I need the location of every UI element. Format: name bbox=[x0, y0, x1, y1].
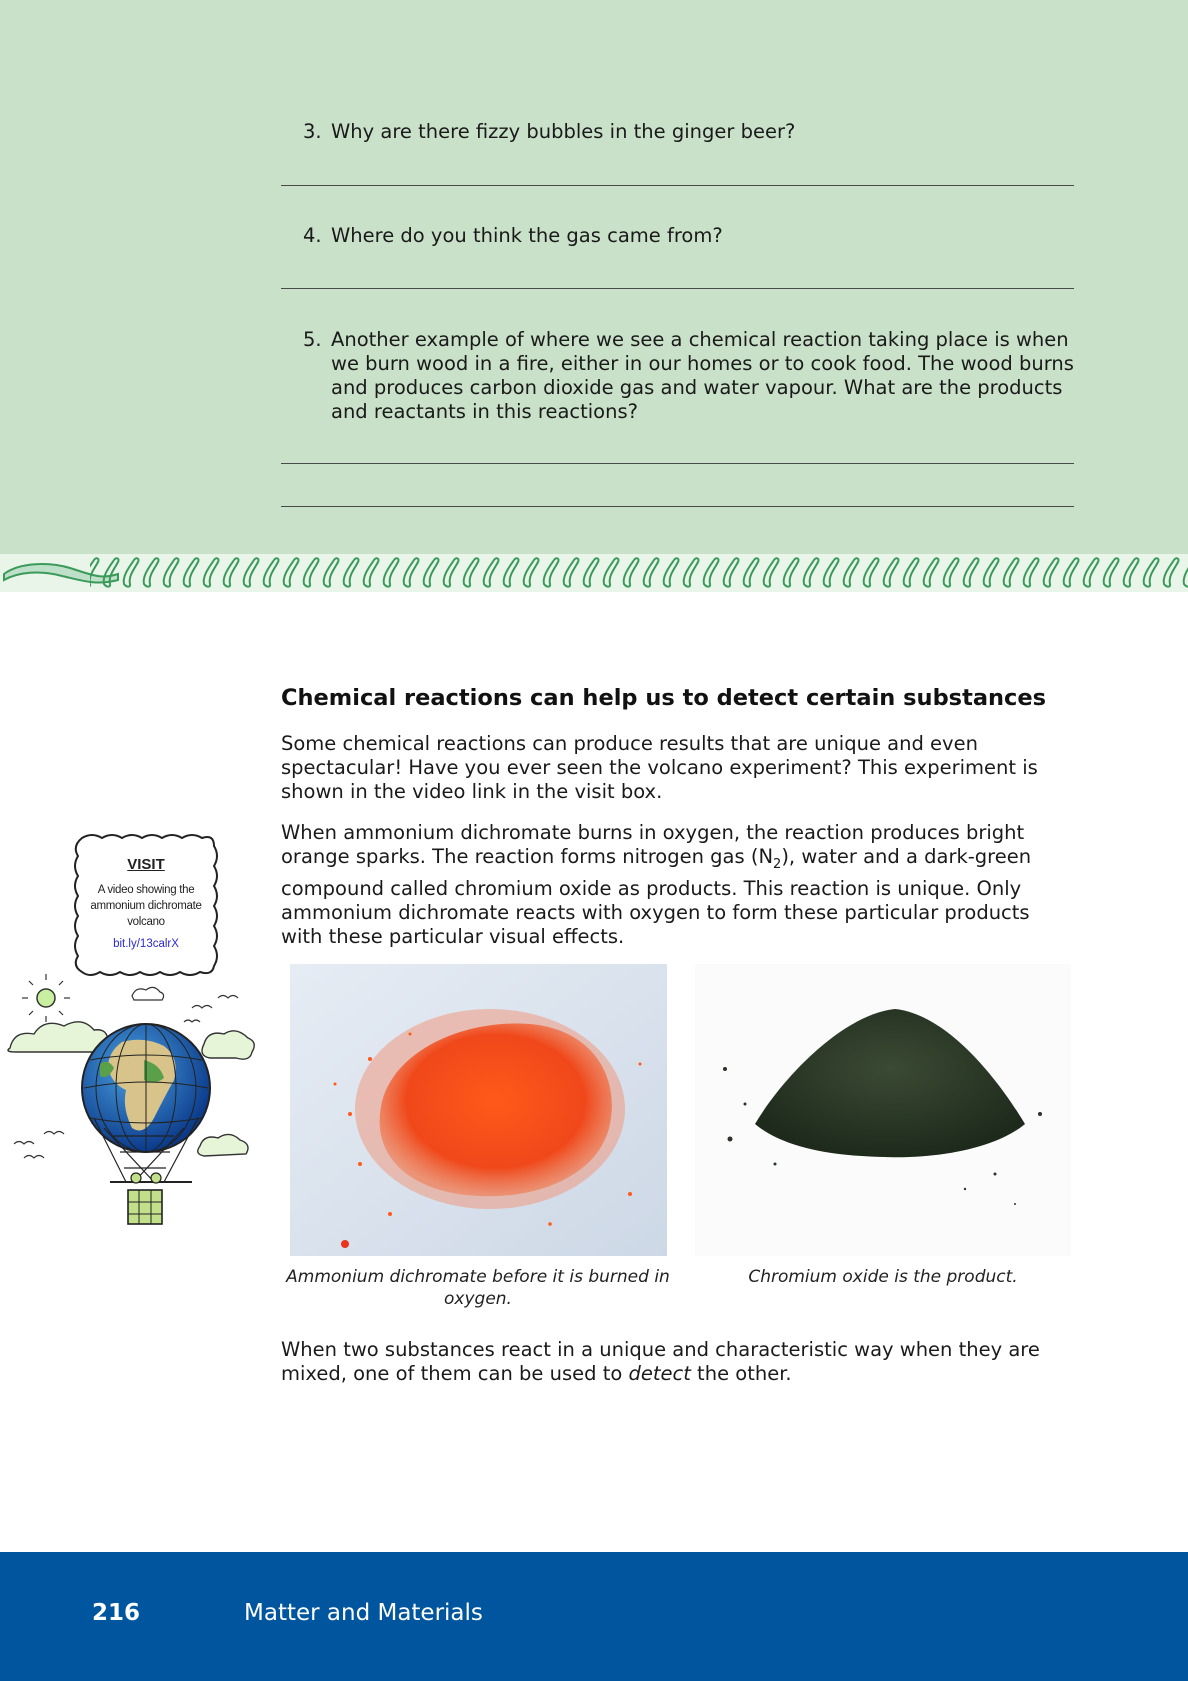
paragraph-text: When two substances react in a unique an… bbox=[281, 1338, 1040, 1385]
decorative-border-icon bbox=[3, 556, 1188, 590]
caption-right: Chromium oxide is the product. bbox=[748, 1267, 1018, 1287]
answer-line[interactable] bbox=[281, 463, 1074, 464]
caption-left: Ammonium dichromate before it is burned … bbox=[286, 1267, 670, 1309]
visit-description: A video showing the ammonium dichromate … bbox=[90, 884, 202, 928]
visit-box: VISIT A video showing the ammonium dichr… bbox=[72, 832, 220, 978]
question-number: 3. bbox=[303, 120, 322, 143]
paragraph-detect: When two substances react in a unique an… bbox=[281, 1338, 1071, 1386]
paragraph-reaction: When ammonium dichromate burns in oxygen… bbox=[281, 821, 1071, 949]
question-number: 4. bbox=[303, 224, 322, 247]
paragraph-text: ), water and a dark-green compound calle… bbox=[281, 845, 1032, 948]
subscript: 2 bbox=[773, 856, 782, 872]
question-3: 3. Why are there fizzy bubbles in the gi… bbox=[303, 120, 1075, 144]
question-text: Why are there fizzy bubbles in the ginge… bbox=[331, 120, 796, 143]
chromium-oxide-photo bbox=[695, 964, 1071, 1256]
question-4: 4. Where do you think the gas came from? bbox=[303, 224, 1075, 248]
page-footer: 216 Matter and Materials bbox=[0, 1552, 1188, 1681]
hot-air-balloon-illustration bbox=[4, 968, 260, 1242]
paragraph-text: the other. bbox=[690, 1362, 792, 1385]
visit-title: VISIT bbox=[127, 856, 165, 873]
question-5: 5. Another example of where we see a che… bbox=[303, 328, 1075, 424]
orange-powder-image bbox=[290, 964, 667, 1256]
answer-line[interactable] bbox=[281, 185, 1074, 186]
page-number: 216 bbox=[92, 1600, 141, 1626]
cloud-frame-icon bbox=[74, 834, 218, 976]
answer-line[interactable] bbox=[281, 288, 1074, 289]
activity-panel: 3. Why are there fizzy bubbles in the gi… bbox=[0, 0, 1188, 560]
answer-line[interactable] bbox=[281, 506, 1074, 507]
question-text: Where do you think the gas came from? bbox=[331, 224, 723, 247]
book-title: Matter and Materials bbox=[244, 1600, 483, 1626]
decorative-border bbox=[0, 554, 1188, 592]
paragraph-text: When ammonium dichromate burns in oxygen… bbox=[281, 821, 1025, 868]
dark-green-powder-image bbox=[695, 964, 1071, 1256]
question-number: 5. bbox=[303, 328, 322, 351]
visit-link[interactable]: bit.ly/13calrX bbox=[113, 938, 179, 950]
question-text: Another example of where we see a chemic… bbox=[331, 328, 1074, 423]
section-heading: Chemical reactions can help us to detect… bbox=[281, 685, 1047, 711]
paragraph-intro: Some chemical reactions can produce resu… bbox=[281, 732, 1038, 803]
emphasis-text: detect bbox=[628, 1362, 691, 1385]
ammonium-dichromate-photo bbox=[290, 964, 667, 1256]
hot-air-balloon-globe-icon bbox=[7, 974, 255, 1225]
